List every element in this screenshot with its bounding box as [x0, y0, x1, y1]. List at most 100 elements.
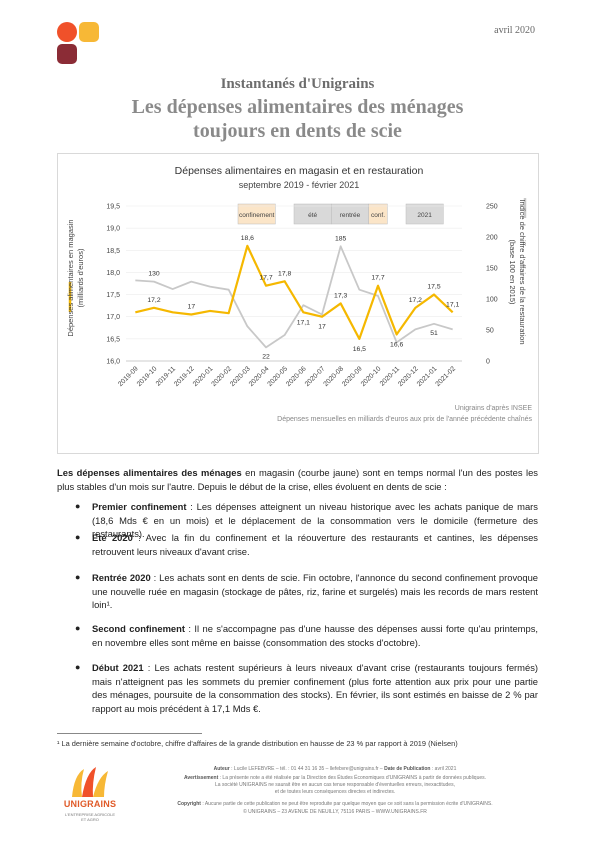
restaurant-data-label: 22 — [262, 353, 270, 360]
left-tick-label: 18,0 — [106, 270, 120, 277]
bullet-text: : Les achats restent supérieurs à leurs … — [92, 662, 539, 714]
copyright-text: : Aucune partie de cette publication ne … — [200, 801, 493, 807]
chart-source: Unigrains d'après INSEE — [455, 405, 533, 412]
period-band — [237, 203, 276, 225]
left-tick-label: 17,5 — [106, 292, 120, 299]
restaurant-index-line — [135, 245, 453, 349]
food-data-label: 17,7 — [371, 275, 384, 282]
left-axis-legend: Dépenses alimentaires en magasin (millia… — [66, 219, 85, 336]
period-label: rentrée — [340, 212, 361, 219]
chart-title: Dépenses alimentaires en magasin et en r… — [175, 165, 424, 177]
right-tick-label: 200 — [486, 235, 498, 242]
food-data-label: 16,6 — [390, 341, 403, 348]
right-axis-title-1: Indice de chiffre d'affaires de la resta… — [518, 200, 527, 345]
food-data-label: 17,8 — [278, 270, 291, 277]
intro-paragraph: Les dépenses alimentaires des ménages en… — [57, 466, 538, 493]
footer-tagline: L'ENTREPRISE AGRICOLE ET AGRO — [64, 812, 116, 822]
bullet-heading: Second confinement — [92, 623, 185, 634]
x-tick-label: 2020-10 — [360, 365, 383, 388]
bullet-dot: ● — [75, 572, 81, 582]
footer-brand: UNIGRAINS — [63, 799, 117, 809]
x-tick-label: 2019-10 — [136, 365, 159, 388]
series-kicker: Instantanés d'Unigrains — [220, 76, 375, 92]
period-label: confinement — [239, 212, 275, 219]
right-tick-label: 50 — [486, 328, 494, 335]
restaurant-data-label: 130 — [148, 271, 160, 278]
right-tick-label: 150 — [486, 266, 498, 273]
chart-subtitle: septembre 2019 - février 2021 — [239, 180, 360, 190]
food-data-label: 16,5 — [353, 346, 366, 353]
unigrains-logo — [57, 22, 101, 66]
bullet-heading: Premier confinement — [92, 501, 187, 512]
food-data-label: 17,5 — [427, 284, 440, 291]
bullet-dot: ● — [75, 532, 81, 542]
wheat-emblem-icon — [72, 767, 108, 797]
left-tick-label: 19,5 — [106, 204, 120, 211]
logo-square-burgundy — [57, 44, 77, 64]
left-tick-label: 16,0 — [106, 359, 120, 366]
bullet-heading: Rentrée 2020 — [92, 572, 151, 583]
left-tick-label: 17,0 — [106, 314, 120, 321]
bullet-heading: Eté 2020 — [92, 532, 133, 543]
page-title-line1: Les dépenses alimentaires des ménages — [131, 96, 464, 118]
page-title-line2: toujours en dents de scie — [193, 120, 402, 142]
author-label: Auteur — [213, 766, 230, 772]
food-data-label: 17 — [318, 324, 326, 331]
logo-square-yellow — [79, 22, 99, 42]
publication-text: : avril 2021 — [430, 766, 457, 772]
publication-label: Date de Publication — [384, 766, 431, 772]
footer-warning-line2: La société UNIGRAINS ne saurait être en … — [215, 782, 455, 788]
footnote-divider — [57, 733, 202, 734]
bullet-text: : Les achats sont en dents de scie. Fin … — [92, 572, 539, 610]
intro-lead: Les dépenses alimentaires des ménages — [57, 467, 242, 478]
x-tick-label: 2021-02 — [434, 365, 457, 388]
food-data-label: 17,1 — [446, 301, 459, 308]
food-spending-line — [135, 244, 454, 340]
chart-frame: Dépenses alimentaires en magasin et en r… — [57, 153, 539, 454]
right-tick-label: 100 — [486, 297, 498, 304]
bullet-second-confinement: ● Second confinement : Il ne s'accompagn… — [57, 622, 538, 649]
chart-note: Dépenses mensuelles en milliards d'euros… — [277, 416, 532, 423]
left-tick-label: 18,5 — [106, 248, 120, 255]
food-data-label: 17,2 — [409, 297, 422, 304]
footer-logo: UNIGRAINS L'ENTREPRISE AGRICOLE ET AGRO — [62, 765, 118, 825]
food-data-label: 17 — [188, 304, 196, 311]
left-tick-label: 16,5 — [106, 336, 120, 343]
food-data-label: 17,7 — [259, 275, 272, 282]
left-tick-label: 19,0 — [106, 226, 120, 233]
bullet-heading: Début 2021 — [92, 662, 144, 673]
footer-warning-line1: Avertissement : La présente note a été r… — [130, 775, 540, 782]
food-data-label: 17,1 — [297, 319, 310, 326]
food-data-label: 17,3 — [334, 292, 347, 299]
bullet-dot: ● — [75, 501, 81, 511]
spending-chart: Dépenses alimentaires en magasin et en r… — [66, 165, 533, 423]
footer-warning-line3: et de toutes leurs conséquences directes… — [274, 789, 396, 795]
period-band — [405, 203, 444, 225]
period-label: été — [308, 212, 317, 219]
period-label: conf. — [371, 212, 385, 219]
left-axis-title-2: (milliards d'euros) — [76, 248, 85, 307]
intro-text: en magasin (courbe jaune) sont en temps … — [57, 467, 538, 492]
logo-square-orange — [57, 22, 77, 42]
right-axis-title-2: (base 100 en 2015) — [508, 239, 517, 305]
restaurant-data-label: 185 — [335, 235, 347, 242]
right-tick-label: 250 — [486, 204, 498, 211]
right-tick-label: 0 — [486, 359, 490, 366]
bullet-text: : Les dépenses atteignent un niveau hist… — [92, 501, 538, 539]
author-text: : Lucile LEFEBVRE – tél. : 01 44 31 16 3… — [229, 766, 383, 772]
food-data-label: 18,6 — [241, 235, 254, 242]
left-axis-title-1: Dépenses alimentaires en magasin — [66, 219, 75, 336]
bullet-rentree-2020: ● Rentrée 2020 : Les achats sont en dent… — [57, 571, 538, 612]
warning-label: Avertissement — [183, 775, 219, 781]
right-axis-legend: Indice de chiffre d'affaires de la resta… — [508, 198, 527, 345]
bullet-ete-2020: ● Eté 2020 : Avec la fin du confinement … — [57, 531, 538, 558]
bullet-dot: ● — [75, 623, 81, 633]
footer-address: © UNIGRAINS – 23 AVENUE DE NEUILLY, 7511… — [243, 809, 427, 815]
period-band — [368, 203, 388, 225]
copyright-label: Copyright — [177, 801, 201, 807]
bullet-text: : Avec la fin du confinement et la réouv… — [92, 532, 538, 557]
bullet-text: : Il ne s'accompagne pas d'une hausse de… — [92, 623, 538, 648]
footer-author-line: Auteur : Lucile LEFEBVRE – tél. : 01 44 … — [130, 766, 540, 773]
publication-date: avril 2020 — [494, 25, 535, 36]
footnote: ¹ La dernière semaine d'octobre, chiffre… — [57, 739, 458, 748]
